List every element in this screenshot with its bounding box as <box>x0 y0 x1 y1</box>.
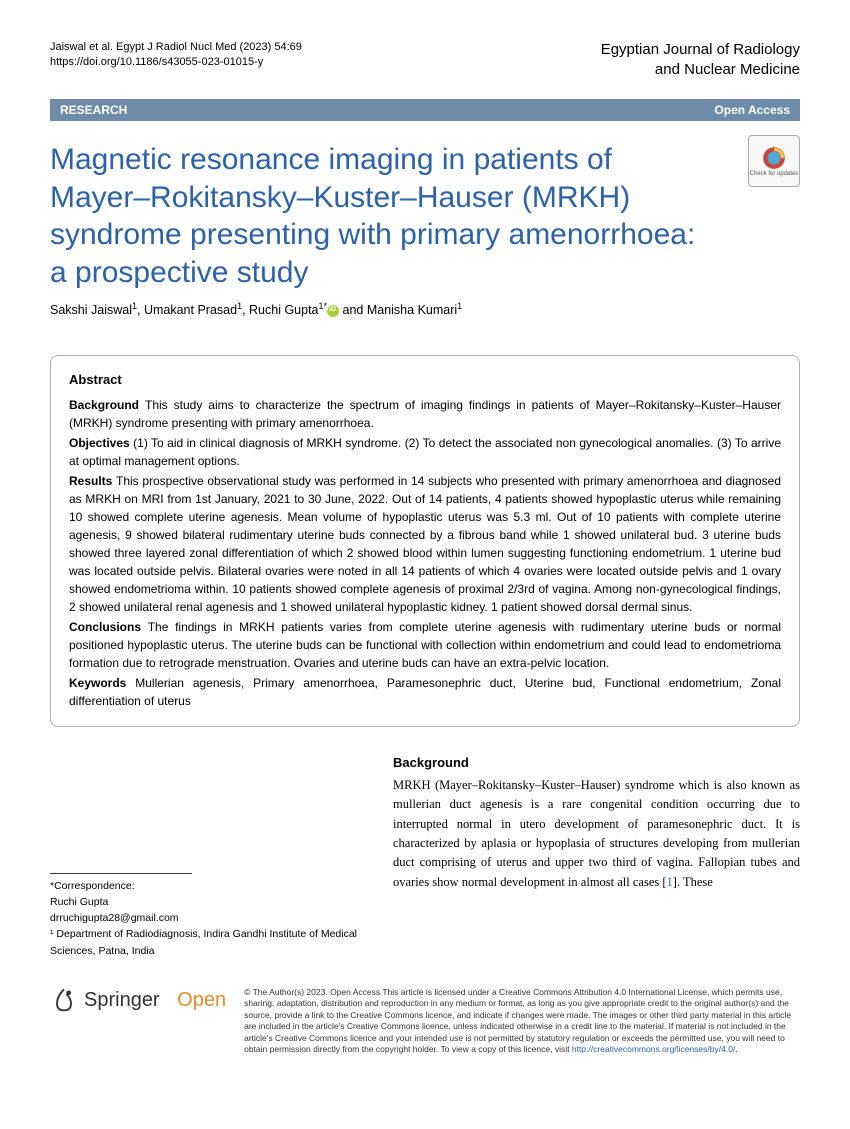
journal-line2: and Nuclear Medicine <box>601 60 800 80</box>
open-access-label: Open Access <box>714 103 790 117</box>
article-type-bar: RESEARCH Open Access <box>50 99 800 121</box>
abstract-background: Background This study aims to characteri… <box>69 396 781 432</box>
abstract-heading: Abstract <box>69 370 781 390</box>
orcid-icon[interactable] <box>327 305 339 317</box>
citation-block: Jaiswal et al. Egypt J Radiol Nucl Med (… <box>50 40 302 79</box>
author-3: Ruchi Gupta <box>249 303 318 317</box>
abstract-results: Results This prospective observational s… <box>69 472 781 616</box>
correspondence-email: drruchigupta28@gmail.com <box>50 910 365 926</box>
abstract-box: Abstract Background This study aims to c… <box>50 355 800 727</box>
body-columns: *Correspondence: Ruchi Gupta drruchigupt… <box>50 753 800 959</box>
article-page: Jaiswal et al. Egypt J Radiol Nucl Med (… <box>0 0 850 1129</box>
brand-open: Open <box>177 989 226 1012</box>
footer: Springer Open © The Author(s) 2023. Open… <box>50 987 800 1056</box>
check-updates-icon <box>761 145 787 171</box>
journal-line1: Egyptian Journal of Radiology <box>601 40 800 60</box>
license-text: © The Author(s) 2023. Open Access This a… <box>244 987 800 1056</box>
license-link[interactable]: http://creativecommons.org/licenses/by/4… <box>572 1044 735 1054</box>
brand-springer: Springer <box>84 989 160 1012</box>
correspondence-name: Ruchi Gupta <box>50 894 365 910</box>
springer-icon <box>50 987 78 1015</box>
publisher-logo: Springer Open <box>50 987 226 1015</box>
background-heading: Background <box>393 753 800 773</box>
citation: Jaiswal et al. Egypt J Radiol Nucl Med (… <box>50 40 302 55</box>
correspondence-affil: ¹ Department of Radiodiagnosis, Indira G… <box>50 926 365 959</box>
divider <box>50 873 192 874</box>
correspondence-column: *Correspondence: Ruchi Gupta drruchigupt… <box>50 753 365 959</box>
check-updates-label: Check for updates <box>750 171 799 177</box>
background-column: Background MRKH (Mayer–Rokitansky–Kuster… <box>393 753 800 959</box>
journal-name: Egyptian Journal of Radiology and Nuclea… <box>601 40 800 79</box>
author-2: Umakant Prasad <box>144 303 237 317</box>
background-text: MRKH (Mayer–Rokitansky–Kuster–Hauser) sy… <box>393 776 800 892</box>
article-type: RESEARCH <box>60 103 127 117</box>
abstract-conclusions: Conclusions The findings in MRKH patient… <box>69 618 781 672</box>
check-updates-button[interactable]: Check for updates <box>748 135 800 187</box>
running-head: Jaiswal et al. Egypt J Radiol Nucl Med (… <box>50 40 800 79</box>
abstract-keywords: Keywords Mullerian agenesis, Primary ame… <box>69 674 781 710</box>
author-list: Sakshi Jaiswal1, Umakant Prasad1, Ruchi … <box>50 301 800 317</box>
author-4: Manisha Kumari <box>367 303 457 317</box>
correspondence-label: *Correspondence: <box>50 878 365 894</box>
author-1: Sakshi Jaiswal <box>50 303 132 317</box>
title-block: Magnetic resonance imaging in patients o… <box>50 123 800 337</box>
doi: https://doi.org/10.1186/s43055-023-01015… <box>50 55 302 70</box>
abstract-objectives: Objectives (1) To aid in clinical diagno… <box>69 434 781 470</box>
article-title: Magnetic resonance imaging in patients o… <box>50 141 800 291</box>
